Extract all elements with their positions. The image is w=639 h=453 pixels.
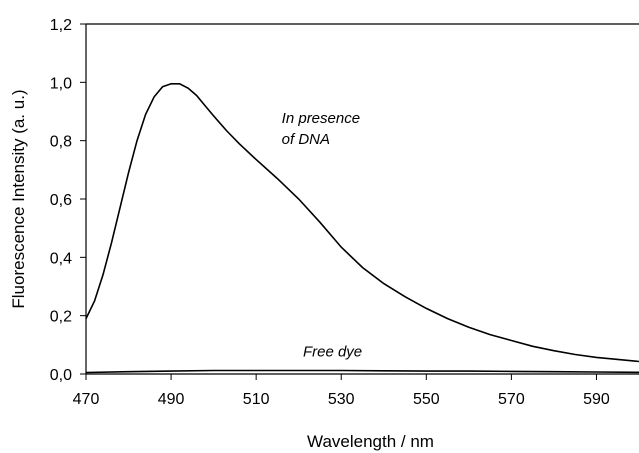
- y-tick-label: 0,6: [50, 192, 72, 209]
- x-ticks: 470 490 510 530 550 570 590: [73, 374, 610, 408]
- x-tick-label: 470: [73, 391, 100, 408]
- x-tick-label: 570: [498, 391, 525, 408]
- y-tick-label: 1,0: [50, 75, 72, 92]
- series-layer: [85, 83, 639, 374]
- annotation-2: Free dye: [303, 344, 362, 361]
- x-tick-label: 530: [328, 391, 355, 408]
- x-axis-title: Wavelength / nm: [307, 432, 434, 451]
- x-tick-label: 510: [243, 391, 270, 408]
- y-tick-label: 0,0: [50, 367, 72, 384]
- y-tick-label: 1,2: [50, 17, 72, 34]
- y-tick-label: 0,4: [50, 250, 72, 267]
- x-tick-label: 590: [583, 391, 610, 408]
- y-tick-label: 0,8: [50, 134, 72, 151]
- series-line-2: [85, 369, 639, 374]
- y-axis-title: Fluorescence Intensity (a. u.): [9, 89, 28, 308]
- annotations: In presence of DNA Free dye: [282, 110, 362, 360]
- y-ticks: 0,0 0,2 0,4 0,6 0,8 1,0 1,2: [50, 17, 86, 384]
- series-line-1: [85, 83, 639, 363]
- annotation-1: In presence of DNA: [282, 110, 360, 148]
- x-tick-label: 550: [413, 391, 440, 408]
- plot-area: [85, 23, 639, 375]
- x-tick-label: 490: [158, 391, 185, 408]
- y-tick-label: 0,2: [50, 309, 72, 326]
